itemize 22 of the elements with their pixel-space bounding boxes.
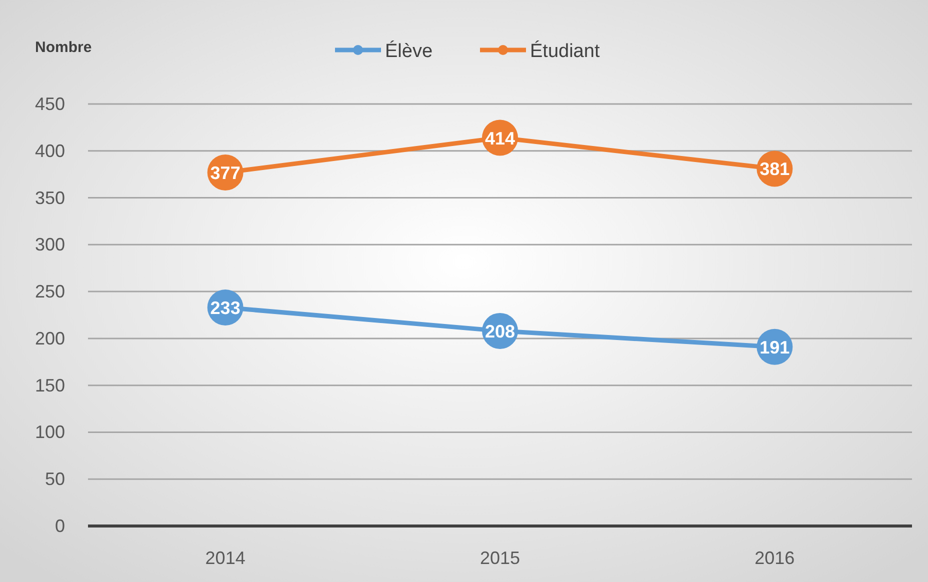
y-tick-label: 250 xyxy=(34,282,65,302)
data-label: 191 xyxy=(760,337,790,358)
y-axis-title: Nombre xyxy=(35,39,92,56)
y-tick-label: 50 xyxy=(44,469,65,490)
y-tick-label: 200 xyxy=(34,328,65,348)
data-label: 381 xyxy=(760,159,790,180)
y-tick-label: 100 xyxy=(34,422,65,442)
data-label: 414 xyxy=(484,128,516,148)
x-tick-label: 2014 xyxy=(205,548,246,568)
x-tick-label: 2015 xyxy=(480,548,520,568)
y-tick-label: 350 xyxy=(34,188,65,208)
data-label: 233 xyxy=(210,298,240,318)
y-tick-label: 0 xyxy=(54,516,65,536)
legend-label: Élève xyxy=(385,40,433,62)
y-tick-label: 300 xyxy=(34,234,65,255)
data-label: 377 xyxy=(210,162,240,183)
y-tick-label: 450 xyxy=(34,94,65,114)
x-tick-label: 2016 xyxy=(754,548,795,568)
y-tick-label: 400 xyxy=(34,140,65,161)
y-tick-label: 150 xyxy=(34,375,65,396)
data-label: 208 xyxy=(484,321,516,342)
legend-label: Étudiant xyxy=(530,40,600,62)
